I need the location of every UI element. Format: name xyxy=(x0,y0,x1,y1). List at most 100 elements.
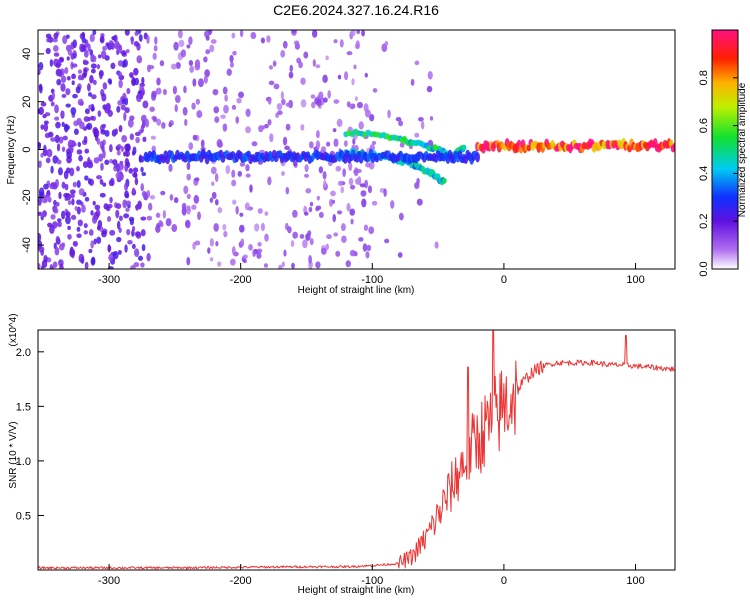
noise-mark xyxy=(258,125,264,133)
noise-mark xyxy=(45,191,51,198)
noise-mark xyxy=(366,244,372,252)
noise-mark xyxy=(342,168,346,178)
noise-mark xyxy=(369,113,375,122)
noise-mark xyxy=(359,183,366,188)
noise-mark xyxy=(280,91,284,100)
colorbar-label: Normalized spectral amplitude xyxy=(737,82,748,217)
x-tick-label: 0 xyxy=(501,274,507,286)
noise-mark xyxy=(237,170,243,177)
noise-mark xyxy=(123,213,130,219)
noise-mark xyxy=(77,141,82,148)
noise-mark xyxy=(70,214,77,220)
noise-mark xyxy=(238,91,244,99)
x-tick-label: 100 xyxy=(626,274,644,286)
noise-mark xyxy=(231,179,237,187)
noise-mark xyxy=(173,197,179,204)
noise-mark xyxy=(116,236,122,243)
noise-mark xyxy=(149,106,155,112)
noise-mark xyxy=(161,122,166,129)
noise-mark xyxy=(414,132,420,138)
noise-mark xyxy=(245,164,250,172)
noise-mark xyxy=(308,255,312,264)
noise-mark xyxy=(116,144,122,150)
noise-mark xyxy=(70,193,75,199)
y-tick-label: -20 xyxy=(21,189,33,205)
noise-mark xyxy=(172,85,178,95)
noise-mark xyxy=(47,196,52,203)
noise-mark xyxy=(78,154,83,162)
noise-mark xyxy=(110,62,116,70)
colorbar-ticks: 0.0 0.2 0.4 0.6 0.8 xyxy=(698,70,738,277)
spectrogram-x-ticks: -300 -200 -100 0 100 xyxy=(98,263,645,286)
noise-mark xyxy=(420,120,425,130)
noise-mark xyxy=(60,83,66,92)
noise-mark xyxy=(99,140,105,150)
noise-mark xyxy=(362,243,368,252)
noise-mark xyxy=(118,227,122,233)
noise-mark xyxy=(70,249,76,257)
noise-mark xyxy=(72,181,77,188)
noise-mark xyxy=(182,106,188,116)
noise-mark xyxy=(294,40,300,46)
noise-mark xyxy=(38,200,42,206)
noise-mark xyxy=(217,207,223,214)
noise-mark xyxy=(146,34,150,44)
noise-mark xyxy=(117,71,123,78)
noise-mark xyxy=(60,75,67,84)
noise-mark xyxy=(322,74,328,84)
noise-mark xyxy=(46,148,53,158)
noise-mark xyxy=(318,91,324,101)
noise-mark xyxy=(101,230,107,238)
noise-mark xyxy=(125,200,131,206)
noise-mark xyxy=(134,248,140,258)
noise-mark xyxy=(131,77,136,86)
spectrogram-x-label: Height of straight line (km) xyxy=(298,285,415,296)
noise-mark xyxy=(344,71,349,81)
noise-mark xyxy=(72,240,78,247)
noise-mark xyxy=(155,224,161,233)
noise-mark xyxy=(272,61,277,67)
noise-mark xyxy=(124,157,130,166)
noise-mark xyxy=(180,49,187,58)
noise-mark xyxy=(87,43,91,52)
noise-mark xyxy=(186,257,191,266)
noise-mark xyxy=(118,124,123,133)
noise-mark xyxy=(134,177,139,186)
noise-mark xyxy=(211,191,217,200)
noise-mark xyxy=(57,59,61,67)
noise-mark xyxy=(349,249,356,257)
noise-mark xyxy=(67,49,73,56)
noise-mark xyxy=(225,165,231,175)
noise-mark xyxy=(83,49,89,58)
noise-mark xyxy=(197,211,201,221)
noise-mark xyxy=(96,64,101,70)
y-tick-label: 0.5 xyxy=(16,510,31,522)
noise-mark xyxy=(355,40,360,50)
noise-mark xyxy=(76,166,80,172)
noise-mark xyxy=(54,104,59,114)
noise-mark xyxy=(384,238,390,244)
noise-mark xyxy=(325,243,330,251)
noise-mark xyxy=(200,139,205,148)
noise-mark xyxy=(287,226,292,234)
noise-mark xyxy=(73,120,79,127)
noise-mark xyxy=(134,131,141,137)
noise-mark xyxy=(40,124,45,130)
noise-mark xyxy=(78,188,85,196)
noise-mark xyxy=(315,64,321,69)
noise-mark xyxy=(169,194,174,201)
noise-mark xyxy=(232,50,237,56)
noise-mark xyxy=(209,238,215,247)
noise-mark xyxy=(62,35,68,45)
noise-mark xyxy=(156,77,161,86)
noise-mark xyxy=(285,123,291,131)
noise-mark xyxy=(124,30,130,36)
noise-mark xyxy=(284,145,290,150)
noise-mark xyxy=(162,88,167,96)
noise-mark xyxy=(72,52,77,59)
noise-mark xyxy=(155,212,161,218)
noise-mark xyxy=(87,156,91,166)
noise-mark xyxy=(333,232,339,237)
noise-mark xyxy=(64,124,70,131)
noise-mark xyxy=(38,83,43,91)
